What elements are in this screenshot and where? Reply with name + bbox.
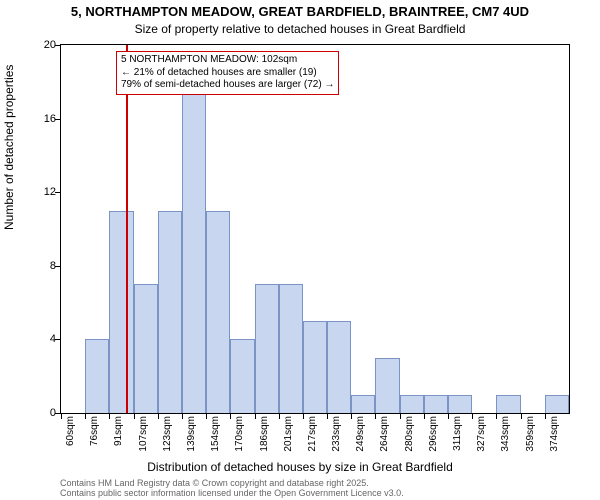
- xtick-label: 264sqm: [379, 416, 390, 460]
- xtick-mark: [424, 414, 425, 419]
- ytick-mark: [55, 266, 60, 267]
- xtick-label: 123sqm: [162, 416, 173, 460]
- xtick-mark: [61, 414, 62, 419]
- xtick-label: 170sqm: [234, 416, 245, 460]
- xtick-mark: [134, 414, 135, 419]
- xtick-label: 154sqm: [210, 416, 221, 460]
- attribution-line-2: Contains public sector information licen…: [60, 488, 404, 498]
- xtick-mark: [472, 414, 473, 419]
- bar: [351, 395, 375, 413]
- bar: [424, 395, 448, 413]
- xtick-mark: [303, 414, 304, 419]
- ytick-mark: [55, 413, 60, 414]
- chart-container: 5, NORTHAMPTON MEADOW, GREAT BARDFIELD, …: [0, 0, 600, 500]
- xtick-mark: [182, 414, 183, 419]
- xtick-label: 186sqm: [259, 416, 270, 460]
- xtick-label: 374sqm: [549, 416, 560, 460]
- xtick-mark: [158, 414, 159, 419]
- xtick-label: 280sqm: [404, 416, 415, 460]
- bar: [85, 339, 109, 413]
- xtick-label: 60sqm: [65, 416, 76, 460]
- xtick-mark: [206, 414, 207, 419]
- plot-area: 5 NORTHAMPTON MEADOW: 102sqm ← 21% of de…: [60, 44, 570, 414]
- xtick-mark: [545, 414, 546, 419]
- xtick-label: 327sqm: [476, 416, 487, 460]
- xtick-mark: [255, 414, 256, 419]
- attribution-line-1: Contains HM Land Registry data © Crown c…: [60, 478, 404, 488]
- bar: [158, 211, 182, 413]
- bar: [496, 395, 520, 413]
- bar: [303, 321, 327, 413]
- xtick-label: 91sqm: [113, 416, 124, 460]
- bar: [109, 211, 133, 413]
- ytick-label: 16: [26, 113, 56, 125]
- xtick-label: 296sqm: [428, 416, 439, 460]
- xtick-mark: [521, 414, 522, 419]
- bar: [545, 395, 569, 413]
- xtick-label: 359sqm: [525, 416, 536, 460]
- xtick-mark: [375, 414, 376, 419]
- xtick-label: 343sqm: [500, 416, 511, 460]
- bar: [448, 395, 472, 413]
- xtick-label: 217sqm: [307, 416, 318, 460]
- bar: [279, 284, 303, 413]
- bars-layer: [61, 45, 569, 413]
- callout-box: 5 NORTHAMPTON MEADOW: 102sqm ← 21% of de…: [116, 51, 339, 95]
- chart-subtitle: Size of property relative to detached ho…: [0, 22, 600, 36]
- bar: [375, 358, 399, 413]
- bar: [134, 284, 158, 413]
- ytick-label: 20: [26, 39, 56, 51]
- xtick-mark: [109, 414, 110, 419]
- marker-line: [126, 45, 128, 413]
- callout-line-2: ← 21% of detached houses are smaller (19…: [121, 67, 334, 80]
- xtick-mark: [279, 414, 280, 419]
- ytick-label: 8: [26, 260, 56, 272]
- xtick-mark: [327, 414, 328, 419]
- callout-line-1: 5 NORTHAMPTON MEADOW: 102sqm: [121, 54, 334, 67]
- xtick-label: 311sqm: [452, 416, 463, 460]
- ytick-label: 12: [26, 186, 56, 198]
- xtick-label: 139sqm: [186, 416, 197, 460]
- xtick-label: 233sqm: [331, 416, 342, 460]
- ytick-label: 0: [26, 407, 56, 419]
- bar: [182, 63, 206, 413]
- x-axis-label: Distribution of detached houses by size …: [0, 460, 600, 474]
- xtick-mark: [400, 414, 401, 419]
- bar: [400, 395, 424, 413]
- xtick-label: 76sqm: [89, 416, 100, 460]
- bar: [255, 284, 279, 413]
- xtick-label: 201sqm: [283, 416, 294, 460]
- chart-title: 5, NORTHAMPTON MEADOW, GREAT BARDFIELD, …: [0, 4, 600, 19]
- xtick-mark: [496, 414, 497, 419]
- bar: [206, 211, 230, 413]
- attribution: Contains HM Land Registry data © Crown c…: [60, 478, 404, 499]
- callout-line-3: 79% of semi-detached houses are larger (…: [121, 79, 334, 92]
- y-axis-label: Number of detached properties: [2, 65, 16, 230]
- ytick-mark: [55, 192, 60, 193]
- xtick-label: 107sqm: [138, 416, 149, 460]
- xtick-mark: [351, 414, 352, 419]
- ytick-mark: [55, 45, 60, 46]
- bar: [230, 339, 254, 413]
- xtick-mark: [230, 414, 231, 419]
- xtick-mark: [448, 414, 449, 419]
- ytick-mark: [55, 339, 60, 340]
- ytick-label: 4: [26, 333, 56, 345]
- ytick-mark: [55, 119, 60, 120]
- bar: [327, 321, 351, 413]
- xtick-mark: [85, 414, 86, 419]
- xtick-label: 249sqm: [355, 416, 366, 460]
